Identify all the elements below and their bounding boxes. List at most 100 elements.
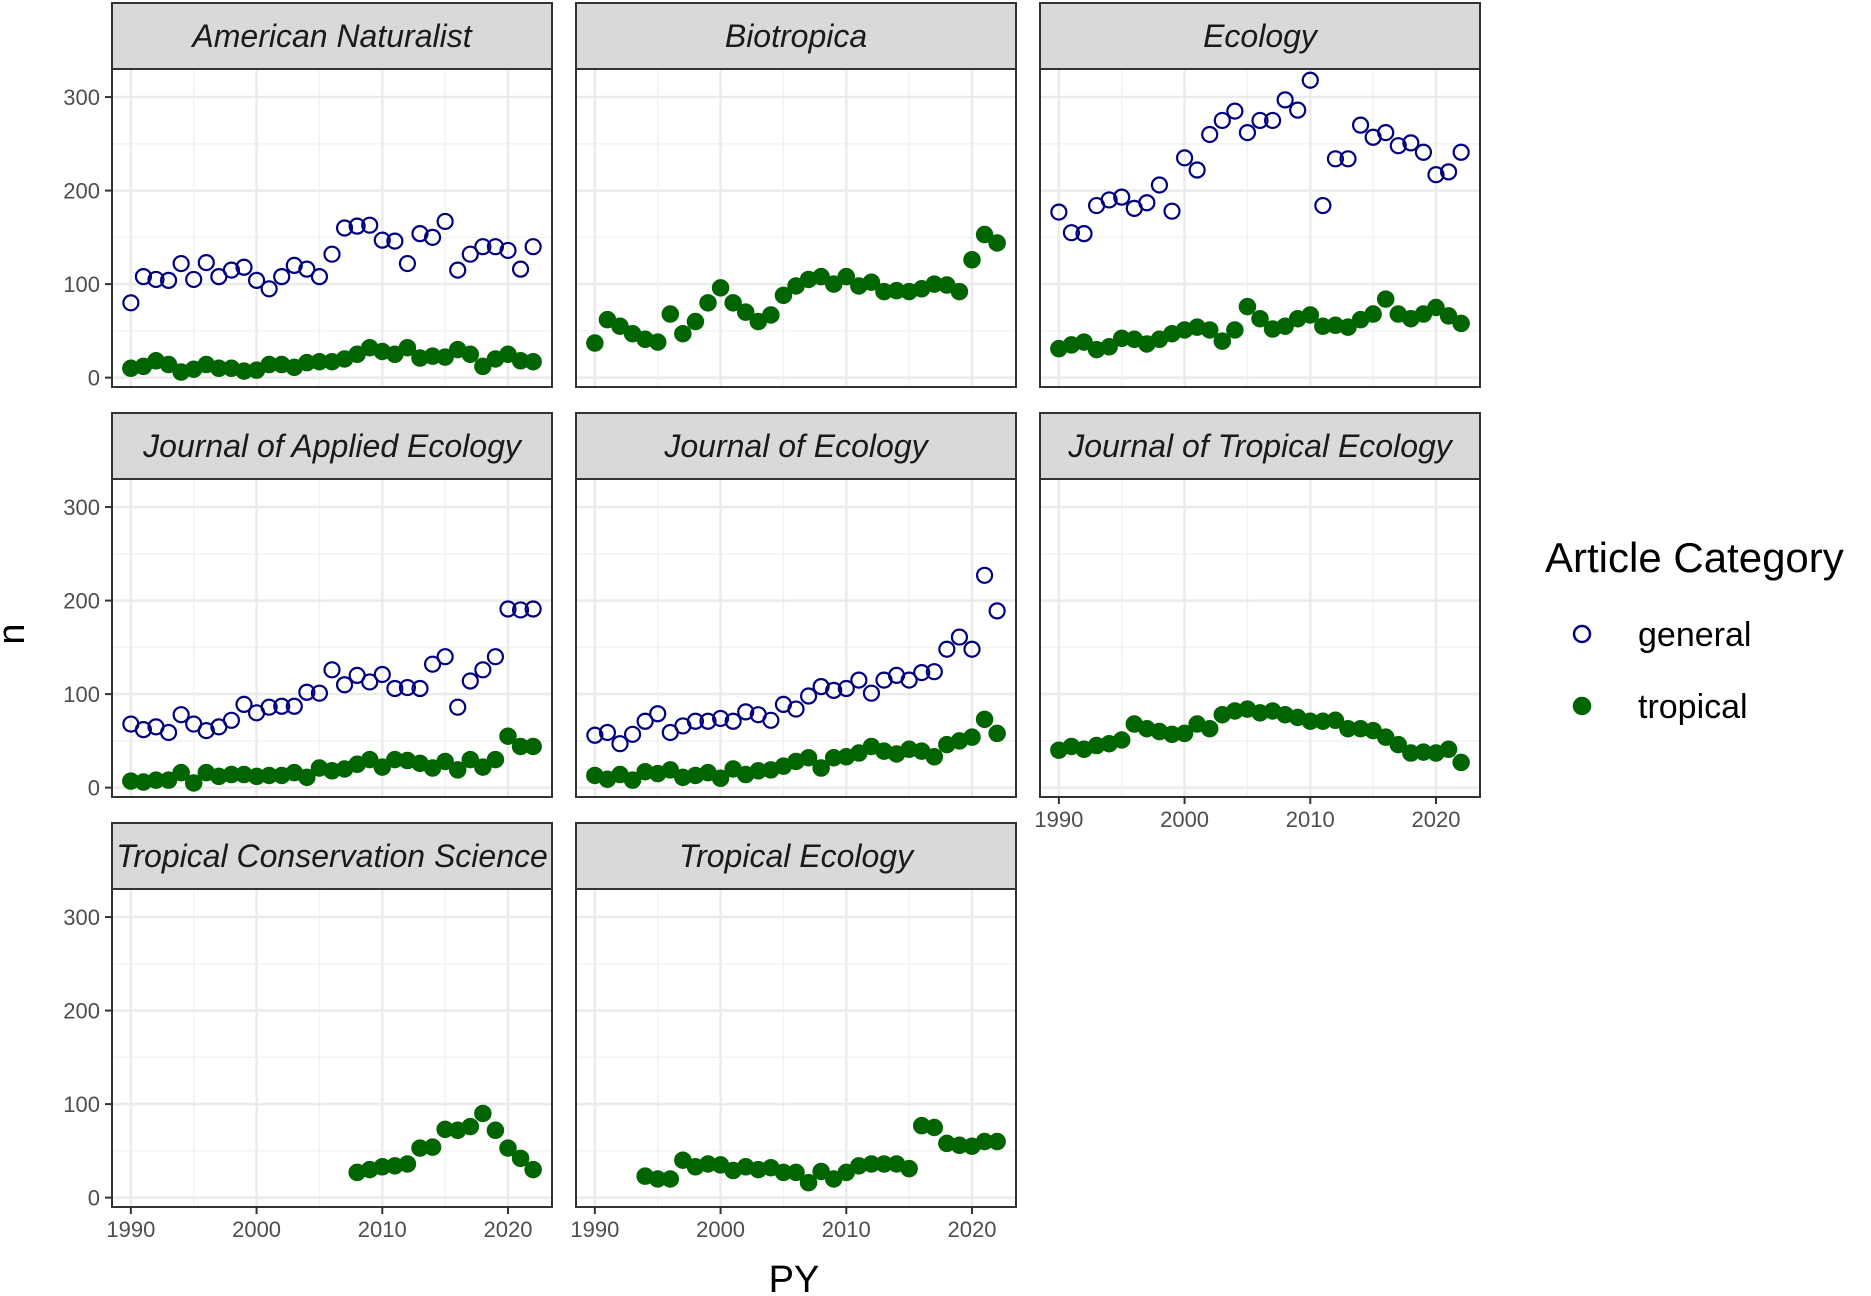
data-point-general <box>285 697 303 715</box>
facet-strip-title: Journal of Tropical Ecology <box>1067 428 1454 464</box>
data-point-tropical <box>172 763 190 782</box>
data-point-general <box>1226 102 1244 120</box>
data-point-tropical <box>799 1173 818 1192</box>
data-point-general <box>335 676 354 694</box>
data-point-general <box>398 678 417 697</box>
data-point-general <box>134 268 153 286</box>
panel-border <box>111 478 553 798</box>
data-point-general <box>762 711 780 729</box>
data-point-tropical <box>1339 318 1357 336</box>
legend-key-tropical <box>1572 696 1592 716</box>
data-point-general <box>185 270 203 289</box>
data-point-tropical <box>736 303 755 321</box>
data-point-general <box>298 683 316 701</box>
data-point-tropical <box>988 724 1006 743</box>
data-point-general <box>1163 202 1181 220</box>
data-point-tropical <box>774 286 793 305</box>
data-point-tropical <box>661 761 680 779</box>
data-point-general <box>913 664 931 682</box>
data-point-general <box>825 681 843 699</box>
data-point-general <box>247 271 266 289</box>
data-point-general <box>862 684 881 702</box>
data-point-general <box>1402 134 1420 152</box>
data-point-tropical <box>373 758 392 776</box>
y-tick-label: 300 <box>63 495 100 520</box>
data-point-general <box>963 640 981 658</box>
data-point-general <box>1276 91 1294 109</box>
data-point-tropical <box>1376 290 1395 308</box>
data-point-tropical <box>674 324 692 343</box>
y-tick-label: 200 <box>63 589 100 614</box>
data-point-general <box>1439 163 1458 181</box>
panel-background <box>576 889 1016 1207</box>
data-point-tropical <box>524 1160 542 1179</box>
facet-strip-title: Journal of Applied Ecology <box>142 428 523 464</box>
data-point-general <box>323 245 341 263</box>
data-point-general <box>1301 71 1319 89</box>
data-point-tropical <box>461 1117 480 1136</box>
data-point-general <box>423 655 442 673</box>
data-point-general <box>235 258 253 276</box>
data-point-tropical <box>474 1104 492 1123</box>
x-tick-label: 2010 <box>1286 807 1335 832</box>
data-point-general <box>511 260 530 278</box>
x-tick-label: 1990 <box>1034 807 1083 832</box>
data-point-tropical <box>812 267 830 286</box>
data-point-tropical <box>486 750 505 769</box>
data-point-general <box>649 705 667 723</box>
facet-panel: Biotropica <box>575 2 1017 388</box>
facet-strip <box>111 2 553 70</box>
data-point-general <box>499 241 517 260</box>
data-point-tropical <box>1200 321 1219 339</box>
data-point-tropical <box>724 294 742 312</box>
data-point-tropical <box>711 769 730 788</box>
facet-strip-title: American Naturalist <box>190 18 472 54</box>
y-tick-label: 200 <box>63 999 100 1024</box>
data-point-tropical <box>1439 307 1458 325</box>
data-point-tropical <box>648 333 667 351</box>
data-point-tropical <box>474 357 492 376</box>
data-point-tropical <box>1439 740 1458 759</box>
x-tick-label: 1990 <box>570 1217 619 1242</box>
data-point-general <box>474 661 492 679</box>
data-point-tropical <box>1427 298 1445 317</box>
data-point-tropical <box>661 305 680 323</box>
data-point-tropical <box>812 759 830 777</box>
data-point-general <box>386 232 404 250</box>
data-point-tropical <box>1389 735 1408 754</box>
data-point-general <box>623 725 642 743</box>
data-point-general <box>222 261 241 279</box>
facet-panel: Journal of Tropical Ecology <box>1039 412 1481 798</box>
data-point-tropical <box>925 748 944 766</box>
panel-background <box>1040 69 1480 387</box>
data-point-tropical <box>461 345 480 364</box>
panel-background <box>112 889 552 1207</box>
data-point-tropical <box>524 352 542 371</box>
data-point-general <box>1188 161 1206 179</box>
data-point-general <box>134 721 153 739</box>
data-point-tropical <box>184 774 203 792</box>
data-point-general <box>147 270 165 289</box>
data-point-tropical <box>1226 321 1244 339</box>
data-point-general <box>348 217 366 235</box>
data-point-general <box>837 679 855 698</box>
y-tick-label: 300 <box>63 905 100 930</box>
facet-panel: Tropical Ecology <box>575 822 1017 1208</box>
data-point-tropical <box>812 1162 830 1181</box>
data-point-general <box>486 238 505 256</box>
panel-border <box>1039 478 1481 798</box>
facet-strip <box>575 412 1017 480</box>
data-point-general <box>1389 137 1407 155</box>
data-point-general <box>159 723 178 742</box>
data-point-tropical <box>762 306 780 324</box>
data-point-general <box>1050 203 1068 221</box>
panel-border <box>575 888 1017 1208</box>
data-point-general <box>298 260 316 278</box>
data-point-tropical <box>963 251 981 269</box>
facet-panel: American Naturalist <box>111 2 553 388</box>
data-point-tropical <box>686 312 705 331</box>
data-point-general <box>260 698 278 716</box>
data-point-tropical <box>499 1139 517 1157</box>
data-point-general <box>122 294 140 312</box>
data-point-general <box>373 231 391 249</box>
